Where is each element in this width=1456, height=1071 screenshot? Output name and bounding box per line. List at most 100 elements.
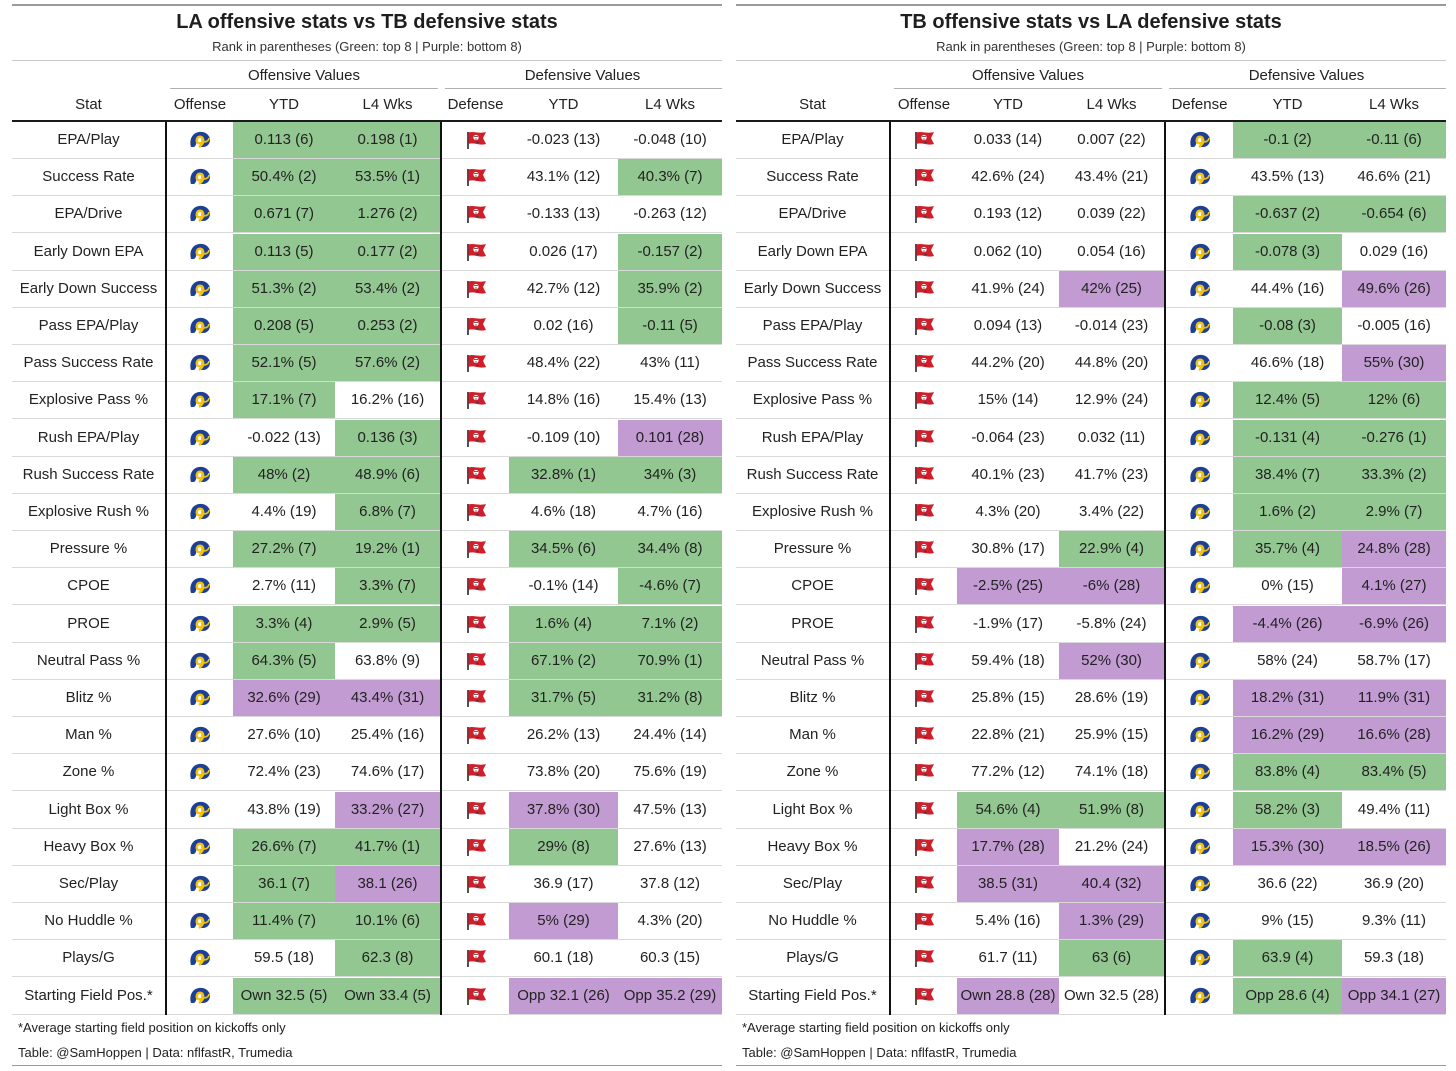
def-ytd-value: 46.6% (18) xyxy=(1250,354,1325,372)
def-l4-value: -0.157 (2) xyxy=(618,233,722,270)
off-l4-value: 21.2% (24) xyxy=(1074,837,1149,855)
table-row: CPOE -2.5% (25) -6% (28) 0% (15) 4.1% (27) xyxy=(736,568,1446,606)
stat-label: Plays/G xyxy=(786,949,839,967)
offense-team-logo xyxy=(188,725,212,745)
def-l4-value: 16.6% (28) xyxy=(1342,717,1446,754)
offense-team-logo xyxy=(188,948,212,968)
buccaneers-logo xyxy=(915,206,934,224)
defense-team-logo xyxy=(1188,353,1212,373)
buccaneers-logo xyxy=(915,652,934,670)
def-l4-value: 4.1% (27) xyxy=(1342,568,1446,605)
defense-team-logo xyxy=(1188,167,1212,187)
def-l4-value: 49.6% (26) xyxy=(1342,270,1446,307)
defensive-values-rule xyxy=(445,88,722,89)
off-ytd-value: Own 32.5 (5) xyxy=(233,977,335,1014)
off-l4-value: 44.8% (20) xyxy=(1074,354,1149,372)
offense-team-logo xyxy=(188,316,212,336)
off-ytd-value: 0.671 (7) xyxy=(233,196,335,233)
offensive-values-header: Offensive Values xyxy=(971,67,1084,84)
off-l4-value: 25.4% (16) xyxy=(350,726,425,744)
def-ytd-value: 12.4% (5) xyxy=(1233,382,1342,419)
def-ytd-value: -0.109 (10) xyxy=(526,428,601,446)
off-ytd-value: 32.6% (29) xyxy=(233,680,335,716)
buccaneers-logo xyxy=(915,950,934,968)
stat-label: Neutral Pass % xyxy=(760,651,865,669)
def-ytd-value: 83.8% (4) xyxy=(1233,754,1342,791)
offense-team-logo xyxy=(912,762,936,782)
defensive-values-header: Defensive Values xyxy=(1248,67,1365,84)
buccaneers-logo xyxy=(466,876,486,893)
stat-label: Light Box % xyxy=(48,800,129,818)
stat-label: Rush EPA/Play xyxy=(37,428,140,446)
off-l4-value: Own 33.4 (5) xyxy=(335,977,440,1014)
off-ytd-value: 17.1% (7) xyxy=(233,382,335,419)
off-ytd-value: 61.7 (11) xyxy=(978,949,1038,967)
off-ytd-value: 0.033 (14) xyxy=(973,131,1043,148)
offense-team-logo xyxy=(188,130,212,150)
rams-logo xyxy=(190,541,210,558)
def-l4-value: 47.5% (13) xyxy=(633,800,707,818)
defense-team-logo xyxy=(464,353,488,373)
stat-label: No Huddle % xyxy=(768,912,857,930)
off-ytd-value: 41.9% (24) xyxy=(971,279,1045,297)
def-ytd-value: 4.6% (18) xyxy=(530,503,597,520)
stat-label: Explosive Pass % xyxy=(752,391,873,409)
divider-stat-offense xyxy=(165,122,167,1015)
offense-team-logo xyxy=(912,167,936,187)
defense-team-logo xyxy=(464,428,488,448)
offense-team-logo xyxy=(188,465,212,485)
table-title: LA offensive stats vs TB defensive stats xyxy=(176,11,558,33)
buccaneers-logo xyxy=(466,504,486,521)
offense-team-logo xyxy=(188,837,212,857)
rams-logo xyxy=(1189,578,1210,595)
bottom-rule xyxy=(12,1065,722,1066)
offense-team-logo xyxy=(912,502,936,522)
stat-label: Heavy Box % xyxy=(767,837,858,855)
divider-offense-defense xyxy=(440,122,442,1015)
defense-team-logo xyxy=(464,279,488,299)
def-ytd-value: 18.2% (31) xyxy=(1233,680,1342,716)
buccaneers-logo xyxy=(466,355,486,373)
rams-logo xyxy=(190,615,210,632)
off-ytd-value: 2.7% (11) xyxy=(252,577,316,595)
column-header-offense: Offense xyxy=(897,96,951,113)
header-bottom-rule xyxy=(736,120,1446,122)
def-ytd-value: 1.6% (2) xyxy=(1233,494,1342,530)
off-ytd-value: 50.4% (2) xyxy=(233,159,335,196)
offense-team-logo xyxy=(188,279,212,299)
off-ytd-value: -0.022 (13) xyxy=(247,428,321,446)
off-l4-value: 63.8% (9) xyxy=(354,651,421,669)
stat-label: Success Rate xyxy=(766,168,859,186)
def-l4-value: 27.6% (13) xyxy=(633,837,707,855)
stat-label: Rush Success Rate xyxy=(22,465,155,483)
defensive-values-rule xyxy=(1169,88,1446,89)
stat-label: Pressure % xyxy=(773,540,852,558)
off-ytd-value: -2.5% (25) xyxy=(957,568,1059,605)
column-header-stat: Stat xyxy=(75,96,102,113)
defense-team-logo xyxy=(464,874,488,894)
def-l4-value: 12% (6) xyxy=(1342,382,1446,419)
off-ytd-value: 27.6% (10) xyxy=(247,726,321,744)
buccaneers-logo xyxy=(915,429,934,447)
buccaneers-logo xyxy=(915,280,934,298)
column-header-def-l4: L4 Wks xyxy=(1368,96,1419,113)
rams-logo xyxy=(190,317,210,334)
offense-team-logo xyxy=(188,614,212,634)
stat-label: EPA/Play xyxy=(781,131,844,148)
def-l4-value: Opp 35.2 (29) xyxy=(618,977,722,1014)
off-ytd-value: 3.3% (4) xyxy=(233,605,335,642)
def-ytd-value: Opp 28.6 (4) xyxy=(1233,977,1342,1014)
off-l4-value: 40.4 (32) xyxy=(1059,866,1164,902)
stat-label: No Huddle % xyxy=(44,912,133,930)
stat-label: Heavy Box % xyxy=(43,837,134,855)
buccaneers-logo xyxy=(466,578,486,596)
offense-team-logo xyxy=(912,316,936,336)
buccaneers-logo xyxy=(915,392,934,410)
off-ytd-value: 51.3% (2) xyxy=(233,270,335,307)
rams-logo xyxy=(190,764,210,781)
off-l4-value: 1.276 (2) xyxy=(335,196,440,233)
off-l4-value: 22.9% (4) xyxy=(1059,531,1164,568)
table-subtitle: Rank in parentheses (Green: top 8 | Purp… xyxy=(212,39,522,54)
title-divider xyxy=(736,60,1446,61)
defense-team-logo xyxy=(1188,874,1212,894)
